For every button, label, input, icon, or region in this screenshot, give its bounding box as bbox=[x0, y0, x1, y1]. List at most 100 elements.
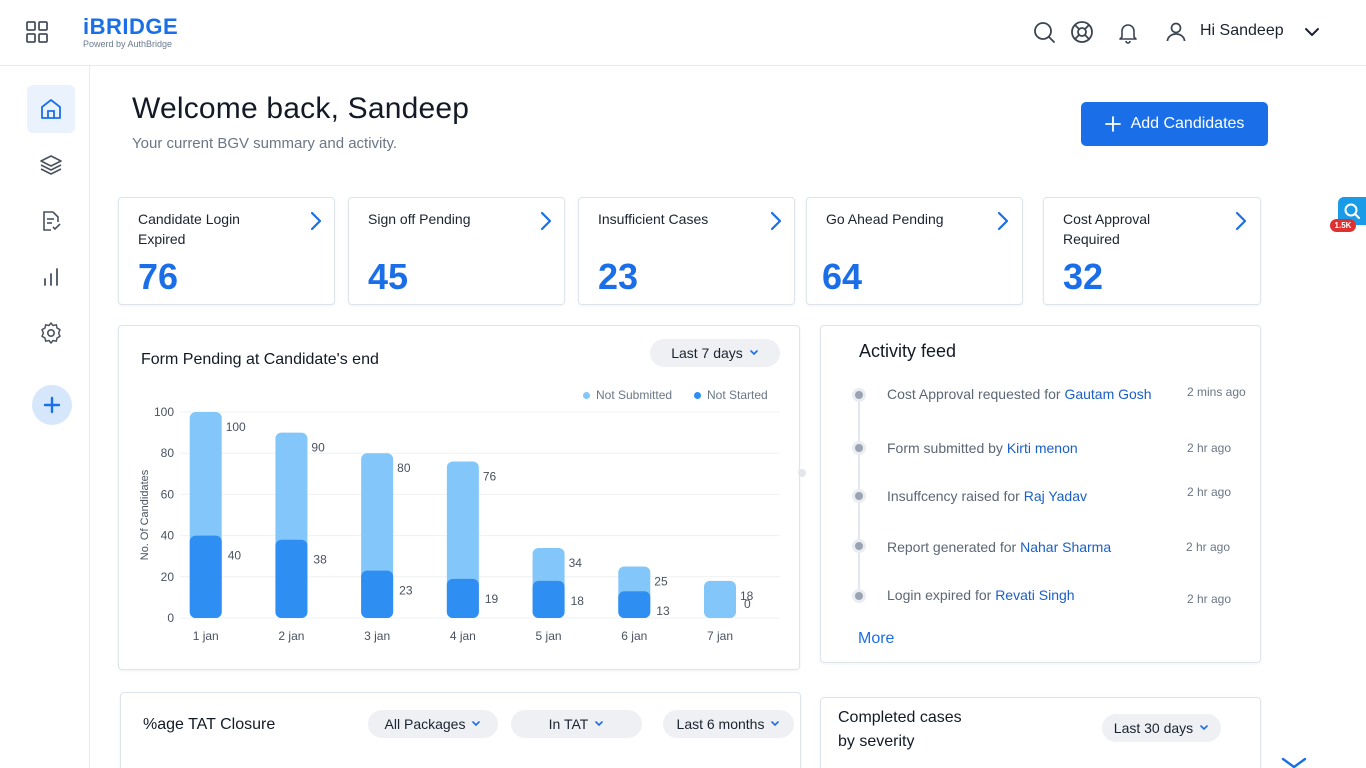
nav-settings[interactable] bbox=[27, 309, 75, 357]
chevron-right-icon[interactable] bbox=[768, 210, 784, 232]
chevron-right-icon[interactable] bbox=[1233, 210, 1249, 232]
legend-not-started: Not Started bbox=[694, 388, 768, 402]
stat-card-cost-approval[interactable]: Cost Approval Required 32 bbox=[1043, 197, 1261, 305]
search-icon[interactable] bbox=[1032, 20, 1056, 44]
stat-card-insufficient-cases[interactable]: Insufficient Cases 23 bbox=[578, 197, 795, 305]
stat-label: Cost Approval Required bbox=[1063, 211, 1151, 247]
bar-not-started bbox=[189, 535, 222, 618]
activity-feed-title: Activity feed bbox=[859, 341, 957, 361]
data-label-not-submitted: 76 bbox=[483, 469, 497, 483]
add-candidates-button[interactable]: Add Candidates bbox=[1081, 102, 1268, 146]
nav-reports[interactable] bbox=[27, 197, 75, 245]
user-greeting[interactable]: Hi Sandeep bbox=[1200, 22, 1284, 39]
data-label-not-submitted: 100 bbox=[226, 420, 246, 434]
activity-item: Report generated for Nahar Sharma bbox=[887, 537, 1157, 557]
stat-value: 23 bbox=[598, 256, 639, 297]
data-label-not-submitted: 25 bbox=[654, 575, 668, 589]
form-pending-range-dropdown[interactable]: Last 7 days bbox=[650, 339, 780, 367]
legend-not-submitted: Not Submitted bbox=[583, 388, 672, 402]
dropdown-label: All Packages bbox=[384, 716, 466, 732]
timeline-dot bbox=[852, 388, 866, 402]
gear-icon bbox=[41, 322, 61, 344]
tat-packages-dropdown[interactable]: All Packages bbox=[368, 710, 498, 738]
nav-analytics[interactable] bbox=[27, 253, 75, 301]
form-pending-title: Form Pending at Candidate's end bbox=[141, 351, 379, 368]
completed-range-dropdown[interactable]: Last 30 days bbox=[1102, 714, 1221, 742]
timeline-dot bbox=[852, 489, 866, 503]
activity-item: Cost Approval requested for Gautam Gosh bbox=[887, 384, 1157, 404]
activity-time: 2 hr ago bbox=[1187, 485, 1232, 499]
data-label-not-started: 18 bbox=[571, 594, 585, 608]
bar-not-started bbox=[275, 539, 308, 618]
tat-status-dropdown[interactable]: In TAT bbox=[511, 710, 642, 738]
bar-not-started bbox=[446, 578, 479, 618]
help-lifebuoy-icon[interactable] bbox=[1070, 20, 1094, 44]
chevron-down-icon bbox=[472, 721, 481, 727]
chevron-down-icon bbox=[749, 350, 758, 356]
activity-text: Report generated for bbox=[887, 539, 1021, 555]
x-tick-label: 1 jan bbox=[193, 629, 219, 643]
data-label-not-started: 0 bbox=[744, 597, 751, 611]
x-tick-label: 3 jan bbox=[364, 629, 390, 643]
page-title: Welcome back, Sandeep bbox=[132, 92, 470, 125]
activity-person-link[interactable]: Gautam Gosh bbox=[1064, 386, 1152, 402]
legend-swatch bbox=[694, 391, 701, 399]
chevron-right-icon[interactable] bbox=[538, 210, 554, 232]
resize-handle[interactable] bbox=[798, 469, 806, 477]
dropdown-label: Last 30 days bbox=[1113, 720, 1194, 736]
stat-label: Sign off Pending bbox=[368, 211, 471, 227]
bell-icon[interactable] bbox=[1116, 20, 1140, 44]
nav-home[interactable] bbox=[27, 85, 75, 133]
chevron-right-icon[interactable] bbox=[995, 210, 1011, 232]
scroll-down-chevron-icon[interactable] bbox=[1280, 756, 1308, 768]
activity-item: Login expired for Revati Singh bbox=[887, 585, 1157, 605]
chevron-down-icon bbox=[1200, 725, 1208, 731]
top-bar: iBRIDGE Powerd by AuthBridge Hi Sandeep bbox=[0, 0, 1366, 66]
form-pending-bar-chart: 0 20 40 60 80 100 No. Of Candidates 40 100 1 jan 3… bbox=[139, 405, 780, 643]
completed-cases-title: Completed cases by severity bbox=[838, 706, 962, 754]
chevron-down-icon bbox=[595, 721, 604, 727]
chevron-down-icon[interactable] bbox=[1302, 22, 1322, 42]
add-candidates-label: Add Candidates bbox=[1130, 115, 1245, 132]
activity-text: Login expired for bbox=[887, 587, 996, 603]
activity-time: 2 hr ago bbox=[1187, 592, 1232, 606]
plus-icon bbox=[1104, 116, 1121, 132]
apps-grid-icon[interactable] bbox=[26, 21, 48, 43]
data-label-not-submitted: 90 bbox=[311, 441, 325, 455]
bar-not-started bbox=[361, 570, 394, 618]
nav-layers[interactable] bbox=[27, 141, 75, 189]
completed-title-line2: by severity bbox=[838, 733, 915, 750]
activity-more-link[interactable]: More bbox=[858, 630, 895, 647]
document-check-icon bbox=[43, 211, 61, 231]
magnifier-icon bbox=[1344, 203, 1360, 219]
completed-title-line1: Completed cases bbox=[838, 709, 962, 726]
stat-card-go-ahead-pending[interactable]: Go Ahead Pending 64 bbox=[806, 197, 1023, 305]
activity-item: Insuffcency raised for Raj Yadav bbox=[887, 486, 1157, 506]
dropdown-label: Last 6 months bbox=[676, 716, 765, 732]
stat-card-sign-off-pending[interactable]: Sign off Pending 45 bbox=[348, 197, 565, 305]
chevron-right-icon[interactable] bbox=[308, 210, 324, 232]
dropdown-label: Last 7 days bbox=[671, 345, 743, 361]
activity-person-link[interactable]: Revati Singh bbox=[995, 587, 1075, 603]
brand-logo[interactable]: iBRIDGE Powerd by AuthBridge bbox=[83, 16, 178, 50]
tat-range-dropdown[interactable]: Last 6 months bbox=[663, 710, 794, 738]
y-tick-label: 40 bbox=[161, 529, 175, 543]
nav-add-button[interactable] bbox=[32, 385, 72, 425]
dropdown-label: In TAT bbox=[548, 716, 589, 732]
y-tick-label: 100 bbox=[154, 405, 174, 419]
x-tick-label: 2 jan bbox=[278, 629, 304, 643]
activity-person-link[interactable]: Kirti menon bbox=[1006, 440, 1078, 456]
user-icon[interactable] bbox=[1164, 20, 1188, 44]
activity-time: 2 hr ago bbox=[1187, 441, 1232, 455]
stat-card-login-expired[interactable]: Candidate Login Expired 76 bbox=[118, 197, 335, 305]
data-label-not-submitted: 34 bbox=[569, 556, 583, 570]
activity-person-link[interactable]: Nahar Sharma bbox=[1020, 539, 1112, 555]
bar-not-started bbox=[532, 580, 565, 618]
stat-label: Go Ahead Pending bbox=[826, 211, 944, 227]
activity-person-link[interactable]: Raj Yadav bbox=[1023, 488, 1088, 504]
x-tick-label: 5 jan bbox=[536, 629, 562, 643]
stat-label: Insufficient Cases bbox=[598, 211, 709, 227]
data-label-not-started: 40 bbox=[228, 549, 242, 563]
bar-not-submitted bbox=[704, 580, 736, 618]
y-axis-label: No. Of Candidates bbox=[139, 469, 151, 560]
